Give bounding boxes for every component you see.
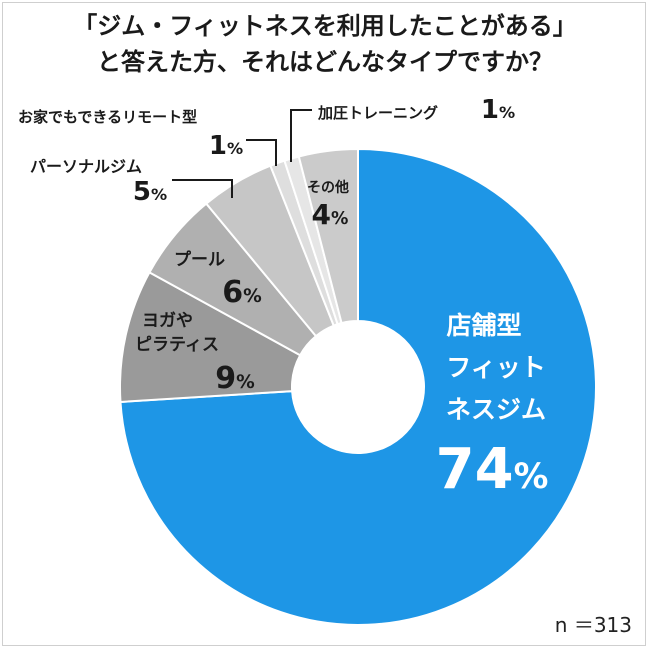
slice-value-1: 9% — [215, 361, 255, 396]
slice-label-0-line-2: フィット — [446, 353, 546, 382]
sample-size-label: n ＝313 — [554, 613, 632, 637]
slice-label-3: パーソナルジム — [30, 157, 142, 176]
title-line-1: 「ジム・フィットネスを利用したことがある」 — [73, 12, 577, 40]
slice-label-1-line-2: ピラティス — [135, 335, 219, 355]
slice-value-6: 4% — [312, 198, 349, 231]
slice-value-5: 1% — [481, 95, 515, 125]
title-line-2: と答えた方、それはどんなタイプですか？ — [97, 48, 553, 76]
slice-1 — [119, 270, 302, 404]
chart-title: 「ジム・フィットネスを利用したことがある」 と答えた方、それはどんなタイプですか… — [0, 8, 650, 80]
slice-value-2: 6% — [222, 275, 262, 310]
slice-label-0-line-1: 店舗型 — [446, 311, 521, 340]
slice-label-2-line-1: プール — [174, 249, 225, 270]
slice-6 — [297, 147, 359, 325]
slice-label-6: その他 — [307, 179, 349, 196]
slice-0 — [119, 147, 597, 626]
leader-line-5 — [290, 109, 312, 162]
slice-value-0: 74% — [436, 437, 549, 502]
slice-value-4: 1% — [209, 131, 243, 161]
slice-label-0-line-3: ネスジム — [446, 395, 546, 424]
leader-line-4 — [246, 139, 277, 166]
slice-value-3: 5% — [133, 177, 167, 207]
slice-label-4: お家でもできるリモート型 — [18, 108, 197, 126]
leader-line-3 — [172, 179, 233, 198]
slice-label-1-line-1: ヨガや — [142, 311, 193, 331]
slice-label-5: 加圧トレーニング — [317, 104, 438, 122]
